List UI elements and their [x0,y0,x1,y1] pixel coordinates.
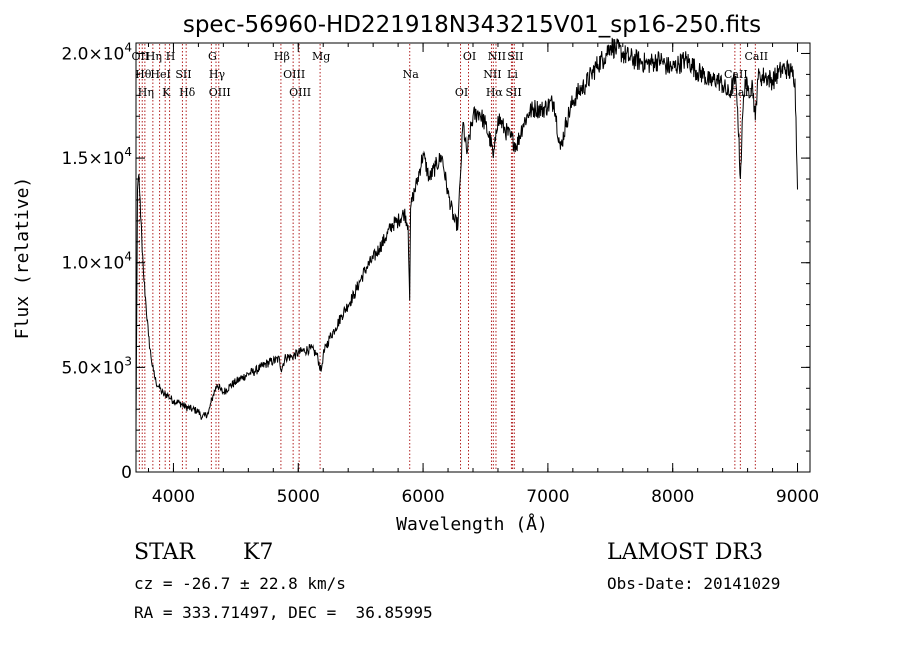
line-label: Hγ [209,68,226,81]
x-tick-label: 5000 [277,487,320,507]
x-tick-label: 4000 [152,487,195,507]
redshift-info: cz = -26.7 ± 22.8 km/s [134,574,346,593]
coordinates-info: RA = 333.71497, DEC = 36.85995 [134,603,433,622]
spectrum-chart: spec-56960-HD221918N343215V01_sp16-250.f… [12,12,819,535]
line-label: H [166,50,176,63]
y-tick-label: 2.0×104 [61,40,132,64]
observation-date: Obs-Date: 20141029 [607,574,781,593]
survey-name: LAMOST DR3 [607,540,763,565]
y-tick-label: 0 [121,463,132,483]
line-label: OI [463,50,476,63]
x-axis-label: Wavelength (Å) [396,513,548,535]
line-label: CaII [744,50,768,63]
line-label: OI [455,86,468,99]
line-label: NII [488,50,506,63]
line-label: Hθ [135,68,152,81]
line-label: Hδ [179,86,196,99]
line-label: Hα [486,86,504,99]
y-axis-label: Flux (relative) [12,177,33,340]
line-label: G [208,50,217,63]
x-tick-label: 9000 [776,487,819,507]
line-label: Hβ [274,50,290,63]
line-label: Na [403,68,420,81]
y-tick-label: 5.0×103 [61,354,132,378]
x-tick-label: 7000 [526,487,569,507]
spectrum-series-line [135,37,798,431]
line-label: OIII [283,68,305,81]
line-label: NII [483,68,501,81]
x-axis-ticks: 4000 5000 6000 7000 8000 9000 [147,43,819,507]
line-label: Li [507,68,518,81]
chart-title: spec-56960-HD221918N343215V01_sp16-250.f… [183,12,761,38]
x-tick-label: 8000 [651,487,694,507]
line-label: Mg [312,50,330,63]
x-tick-label: 6000 [401,487,444,507]
y-tick-label: 1.0×104 [61,250,132,274]
line-label: SII [175,68,191,81]
line-label: Hη [146,50,162,63]
object-subclass: K7 [243,540,274,565]
line-label: SII [505,86,521,99]
line-label: HeI [150,68,170,81]
object-class: STAR [134,540,195,565]
line-label: OIII [209,86,231,99]
plot-frame [135,42,811,473]
line-label: OIII [289,86,311,99]
line-label: CaII [724,68,748,81]
y-tick-label: 1.5×104 [61,145,132,169]
line-label: Hη [138,86,154,99]
y-axis-ticks: 0 5.0×103 1.0×104 1.5×104 2.0×104 [61,40,810,483]
emission-line-labels: OIIHθHηHηHeIKHSIIHδGHγOIIIHβOIIIOIIIMgNa… [132,50,769,99]
line-label: SII [507,50,523,63]
emission-line-markers [138,44,756,471]
line-label: K [162,86,171,99]
